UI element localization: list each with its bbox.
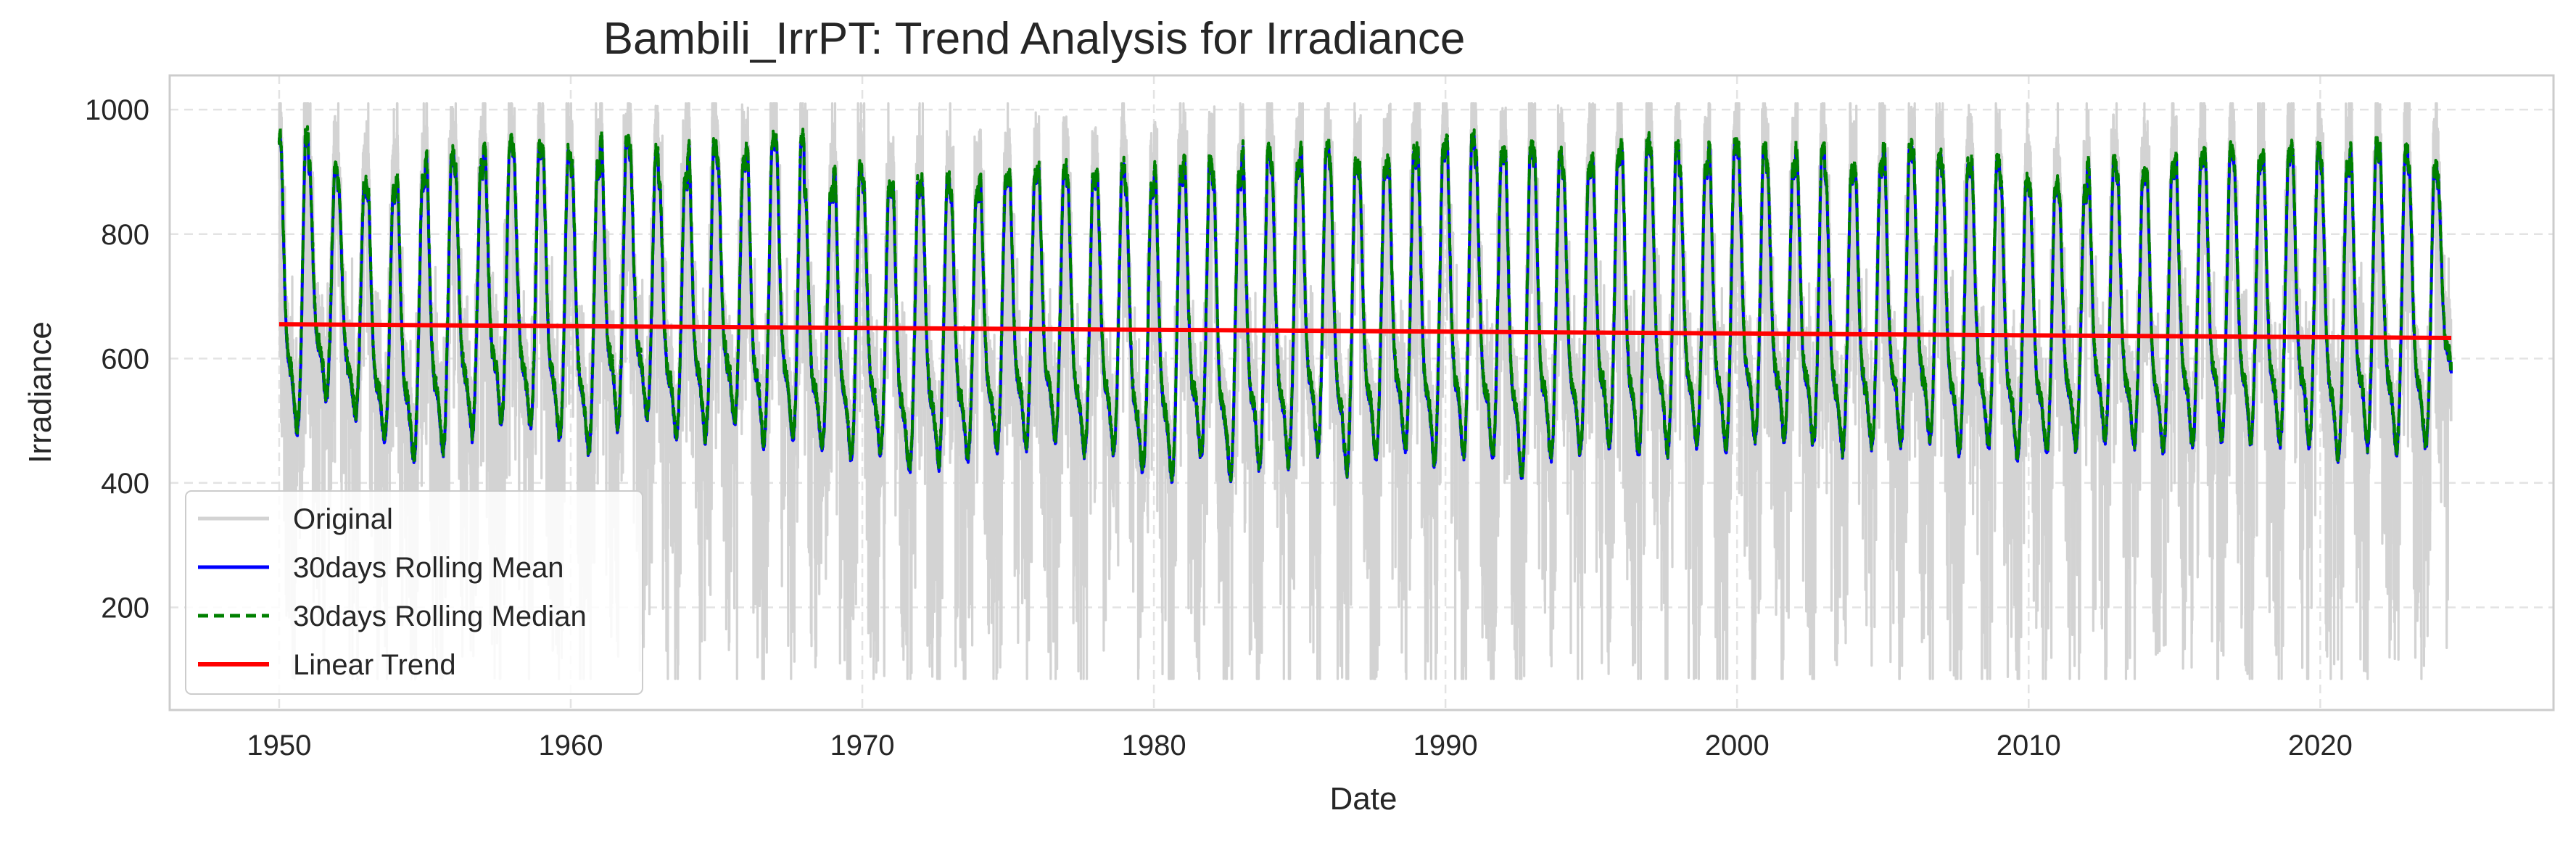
chart-title: Bambili_IrrPT: Trend Analysis for Irradi… (603, 14, 1466, 64)
x-tick-label: 2020 (2288, 730, 2353, 761)
x-tick-label: 1980 (1122, 730, 1186, 761)
y-tick-label: 800 (101, 219, 149, 251)
y-tick-label: 600 (101, 343, 149, 375)
rolling-median-line (277, 125, 2453, 482)
plot-area-frame (168, 74, 2555, 711)
linear-trend-line (278, 322, 2452, 341)
y-tick-label: 1000 (85, 94, 149, 126)
x-tick-label: 1960 (538, 730, 603, 761)
chart-legend: Original 30days Rolling Mean 30days Roll… (185, 490, 643, 695)
legend-label-linear-trend: Linear Trend (293, 649, 456, 681)
y-tick-label: 400 (101, 468, 149, 500)
legend-label-rolling-median: 30days Rolling Median (293, 600, 587, 632)
x-axis-ticks: 1950 1960 1970 1980 1990 2000 2010 2020 (247, 730, 2352, 761)
series-layer (277, 102, 2453, 680)
x-tick-label: 1970 (830, 730, 895, 761)
y-axis-ticks: 200 400 600 800 1000 (85, 94, 149, 624)
x-tick-label: 1990 (1413, 730, 1478, 761)
y-axis-label: Irradiance (22, 321, 58, 463)
x-axis-label: Date (1330, 781, 1398, 817)
x-tick-label: 1950 (247, 730, 311, 761)
y-tick-label: 200 (101, 592, 149, 624)
legend-box (185, 490, 643, 695)
x-tick-label: 2010 (1997, 730, 2061, 761)
legend-label-original: Original (293, 503, 393, 535)
x-tick-label: 2000 (1705, 730, 1770, 761)
legend-label-rolling-mean: 30days Rolling Mean (293, 552, 564, 584)
